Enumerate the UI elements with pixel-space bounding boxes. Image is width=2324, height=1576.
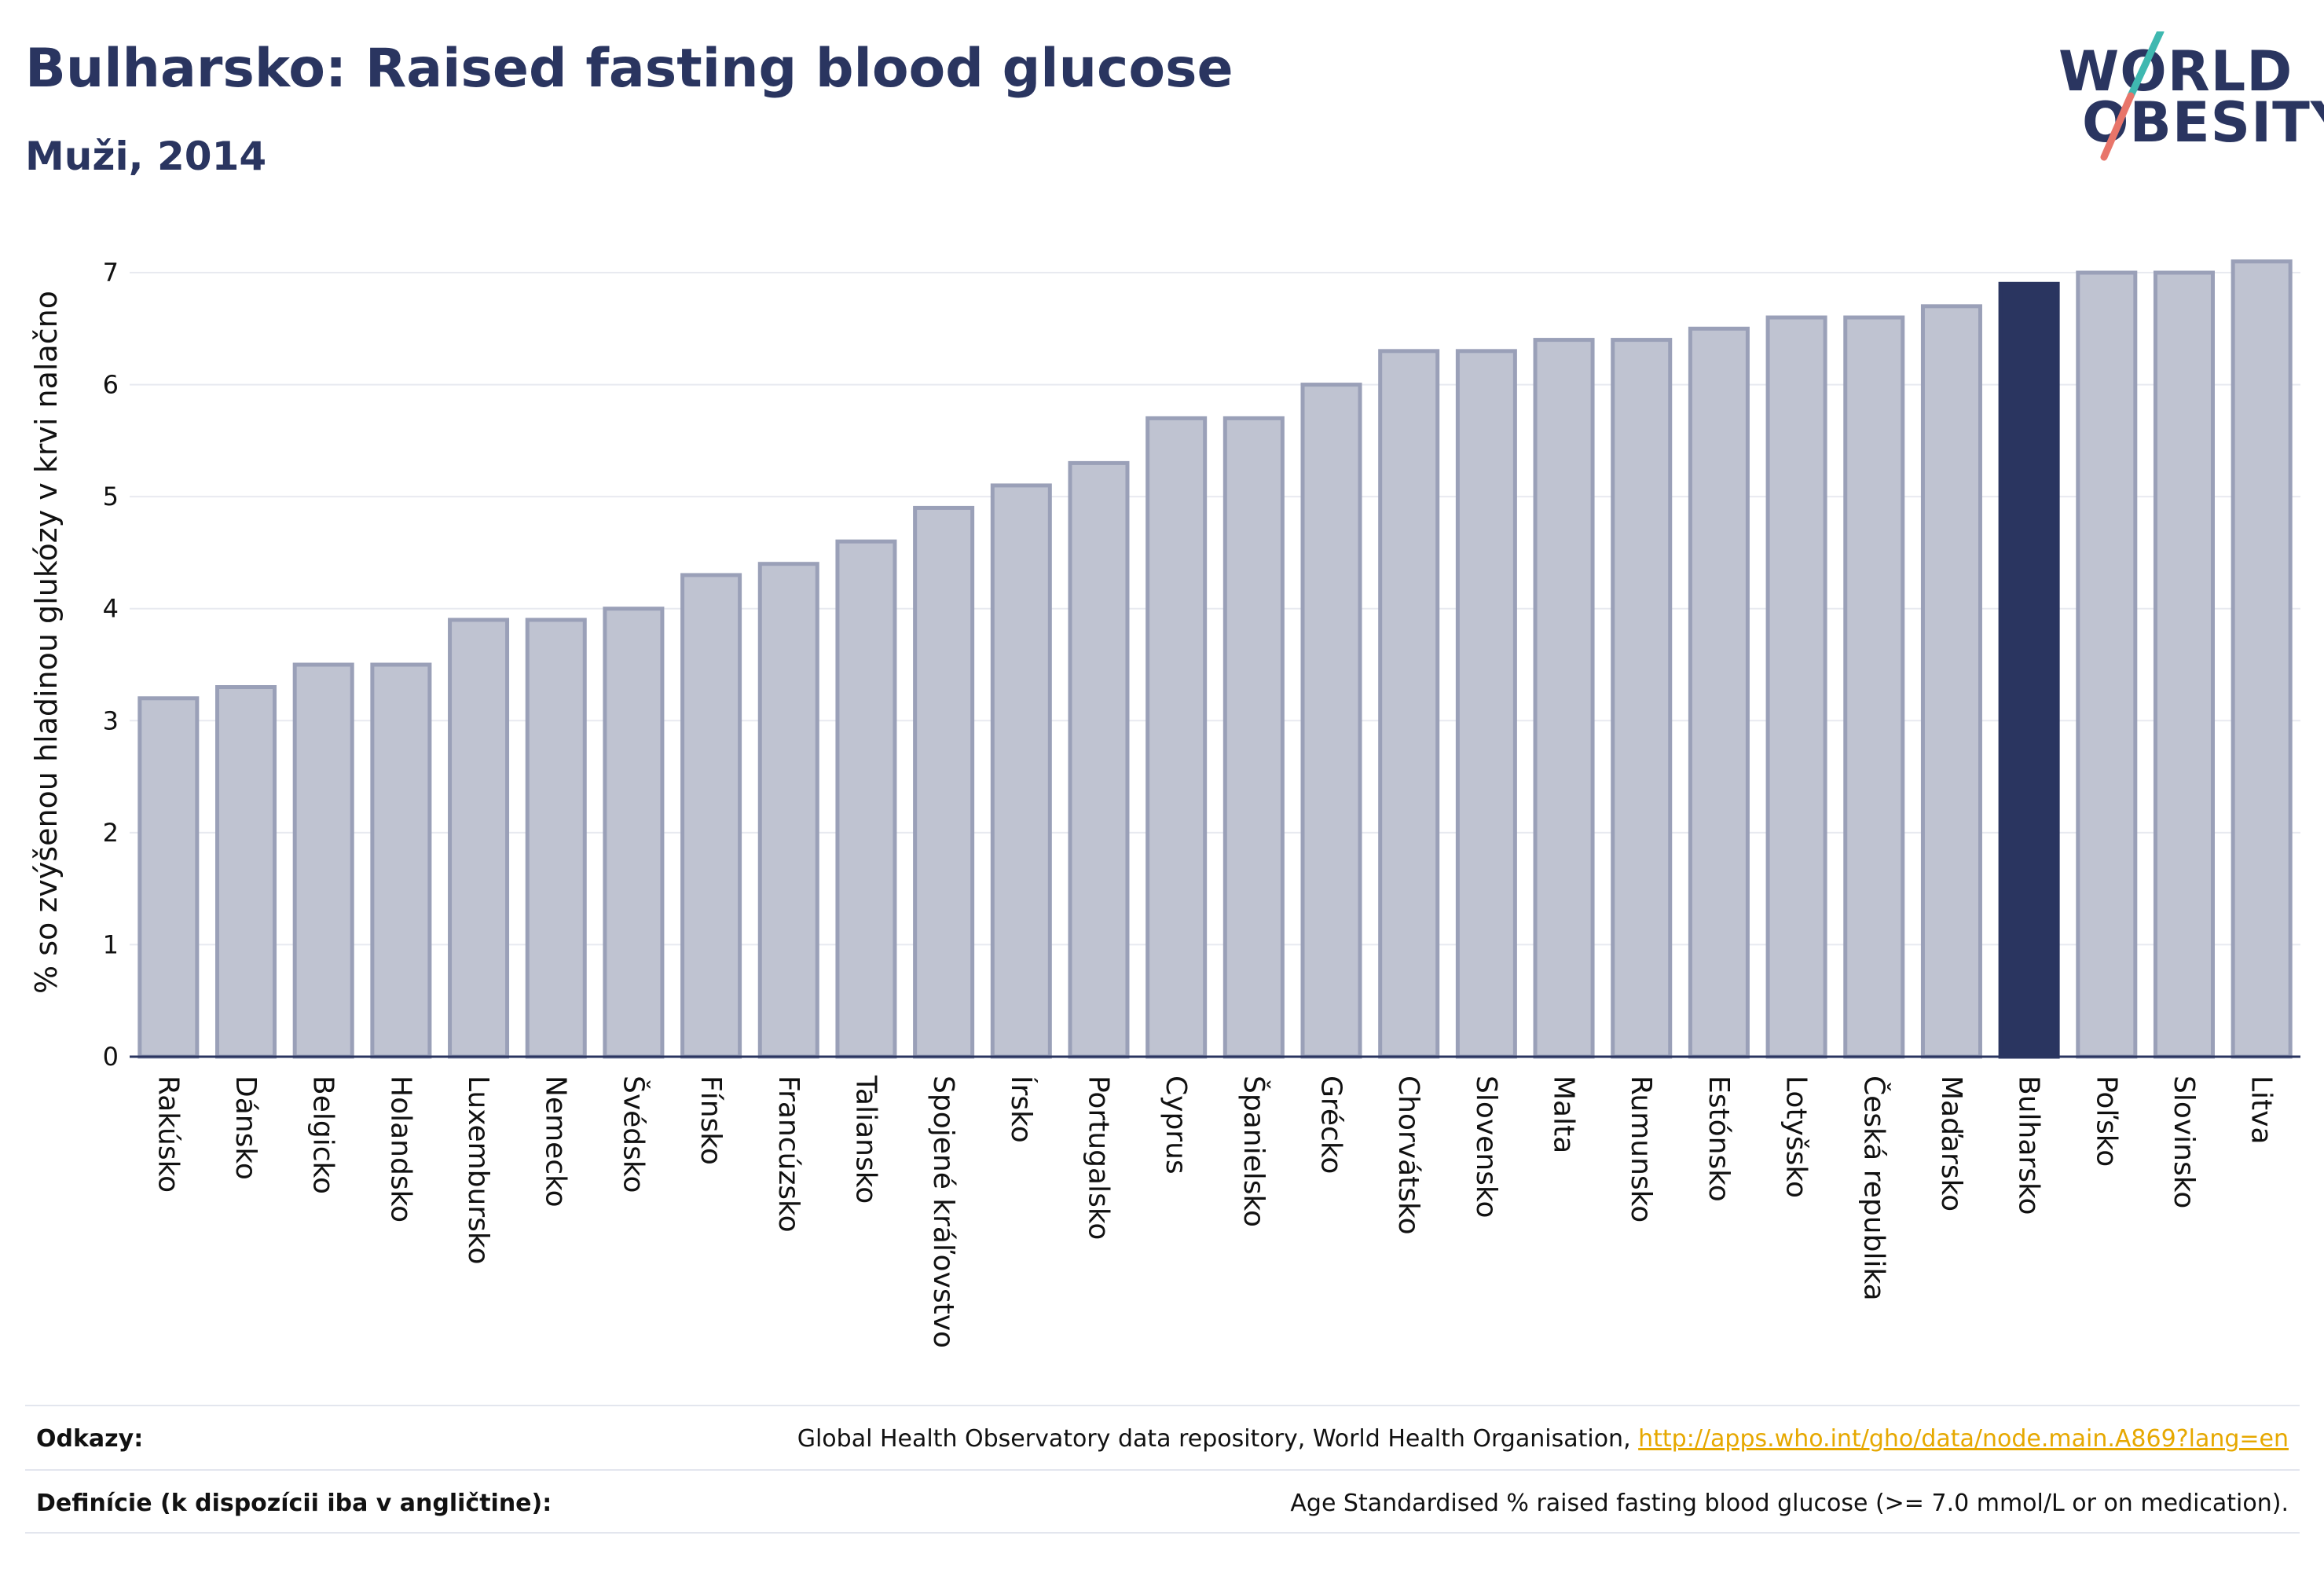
y-tick-label: 7: [103, 258, 119, 288]
x-tick-label: Holandsko: [384, 1076, 416, 1222]
bar: [1688, 326, 1750, 1059]
x-tick-label: Švédsko: [617, 1076, 650, 1193]
x-tick-label: Chorvátsko: [1392, 1076, 1424, 1235]
bar: [1378, 349, 1440, 1059]
bar: [2153, 270, 2215, 1059]
y-tick-label: 3: [103, 706, 119, 735]
logo-word-world: WORLD: [2058, 39, 2293, 104]
footer-sources-row: Odkazy: Global Health Observatory data r…: [25, 1405, 2300, 1469]
logo-slash-icon: [2100, 31, 2165, 161]
x-tick-label: Litva: [2245, 1076, 2278, 1145]
bar: [525, 618, 587, 1059]
x-tick-label: Malta: [1548, 1076, 1580, 1153]
x-tick-label: Fínsko: [695, 1076, 727, 1165]
bar: [1533, 338, 1595, 1059]
x-tick-label: Grécko: [1315, 1076, 1347, 1174]
bar: [215, 685, 277, 1059]
x-tick-label: Slovensko: [1470, 1076, 1502, 1219]
definitions-label: Definície (k dispozícii iba v angličtine…: [36, 1490, 552, 1517]
y-tick-label: 0: [103, 1042, 119, 1072]
bar: [1300, 383, 1362, 1059]
definitions-value: Age Standardised % raised fasting blood …: [1290, 1490, 2289, 1517]
x-tick-label: Taliansko: [849, 1075, 882, 1204]
bar: [137, 696, 200, 1059]
y-axis-label: % so zvýšenou hladinou glukózy v krvi na…: [29, 291, 64, 994]
x-tick-label: Slovinsko: [2168, 1076, 2200, 1208]
bar: [835, 539, 897, 1059]
bar: [990, 483, 1052, 1059]
bar: [603, 607, 665, 1059]
x-tick-label: Dánsko: [229, 1076, 262, 1180]
x-tick-label: Lotyšsko: [1780, 1076, 1813, 1198]
sources-label: Odkazy:: [36, 1425, 144, 1453]
y-tick-label: 5: [103, 482, 119, 511]
x-tick-label: Luxembursko: [462, 1076, 494, 1264]
bar: [1068, 460, 1130, 1059]
bar: [1920, 304, 1982, 1059]
bar: [1146, 416, 1208, 1059]
footer-definitions-row: Definície (k dispozícii iba v angličtine…: [25, 1469, 2300, 1534]
x-tick-label: Portugalsko: [1082, 1076, 1114, 1240]
x-tick-label: Estónsko: [1703, 1076, 1735, 1202]
sources-value: Global Health Observatory data repositor…: [797, 1425, 2289, 1453]
x-tick-label: Rumunsko: [1625, 1076, 1657, 1222]
bar: [1998, 281, 2060, 1059]
bar: [680, 573, 742, 1059]
bar: [2231, 259, 2293, 1059]
bar: [1611, 338, 1673, 1059]
y-tick-label: 2: [103, 818, 119, 848]
bar: [913, 505, 975, 1059]
bar: [1222, 416, 1285, 1059]
sources-link[interactable]: http://apps.who.int/gho/data/node.main.A…: [1638, 1425, 2289, 1453]
bar: [370, 662, 432, 1059]
x-tick-label: Spojené kráľovstvo: [927, 1076, 959, 1348]
bar: [2076, 270, 2138, 1059]
x-tick-label: Belgicko: [307, 1076, 339, 1194]
bar: [757, 562, 819, 1059]
world-obesity-logo: WORLD OBESITY: [2043, 31, 2324, 173]
bar: [1455, 349, 1517, 1059]
x-tick-label: Rakúsko: [152, 1076, 184, 1193]
bar: [1843, 315, 1905, 1059]
x-tick-label: Česká republika: [1857, 1076, 1890, 1301]
x-tick-label: Maďarsko: [1935, 1076, 1967, 1211]
bar-chart: 0 1 2 3 4 5 6 7 % so zvýšenou hladinou glukózy v…: [29, 258, 2300, 1348]
x-tick-label: Írsko: [1005, 1076, 1038, 1143]
x-tick-label: Cyprus: [1160, 1076, 1192, 1175]
x-tick-label: Bulharsko: [2013, 1076, 2045, 1215]
x-tick-label: Španielsko: [1237, 1076, 1270, 1227]
y-tick-label: 4: [103, 594, 119, 624]
chart-title: Bulharsko: Raised fasting blood glucose: [25, 38, 1233, 100]
x-tick-label: Francúzsko: [772, 1076, 805, 1233]
x-tick-label: Poľsko: [2090, 1076, 2122, 1167]
chart-subtitle: Muži, 2014: [25, 134, 267, 179]
y-tick-label: 1: [103, 929, 119, 959]
bar: [1765, 315, 1827, 1059]
bar: [292, 662, 354, 1059]
sources-text: Global Health Observatory data repositor…: [797, 1425, 1639, 1453]
x-tick-label: Nemecko: [540, 1076, 572, 1208]
y-tick-label: 6: [103, 370, 119, 400]
bar: [448, 618, 510, 1059]
